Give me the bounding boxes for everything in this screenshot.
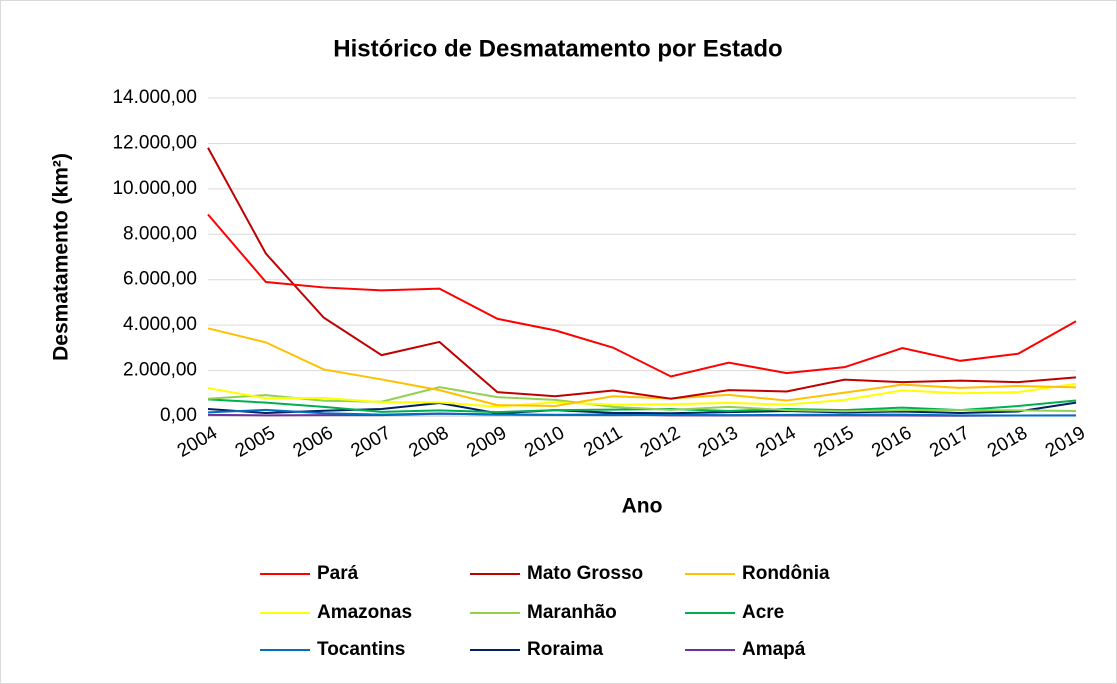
legend-label: Roraima [527, 639, 603, 660]
legend-label: Acre [742, 602, 784, 623]
chart-title: Histórico de Desmatamento por Estado [333, 35, 782, 62]
series-line [207, 213, 1077, 378]
series-line [207, 327, 1077, 408]
y-tick-label: 2.000,00 [123, 360, 197, 381]
series-line [207, 408, 1076, 417]
legend-label: Mato Grosso [527, 563, 643, 584]
legend-label: Rondônia [742, 563, 830, 584]
x-axis-title: Ano [622, 495, 663, 518]
y-tick-label: 14.000,00 [112, 87, 197, 108]
y-tick-label: 8.000,00 [123, 223, 197, 244]
y-tick-label: 0,00 [160, 405, 197, 426]
y-tick-label: 10.000,00 [112, 178, 197, 199]
legend-label: Maranhão [527, 602, 617, 623]
legend-label: Amapá [742, 639, 806, 660]
legend-label: Amazonas [317, 602, 412, 623]
legend-label: Pará [317, 563, 359, 584]
y-tick-label: 6.000,00 [123, 269, 197, 290]
series-line [207, 386, 1077, 413]
series-line [207, 382, 1077, 408]
y-tick-label: 12.000,00 [112, 132, 197, 153]
y-tick-label: 4.000,00 [123, 314, 197, 335]
legend-label: Tocantins [317, 639, 405, 660]
y-axis-title: Desmatamento (km²) [50, 153, 73, 361]
series-line [207, 147, 1077, 400]
